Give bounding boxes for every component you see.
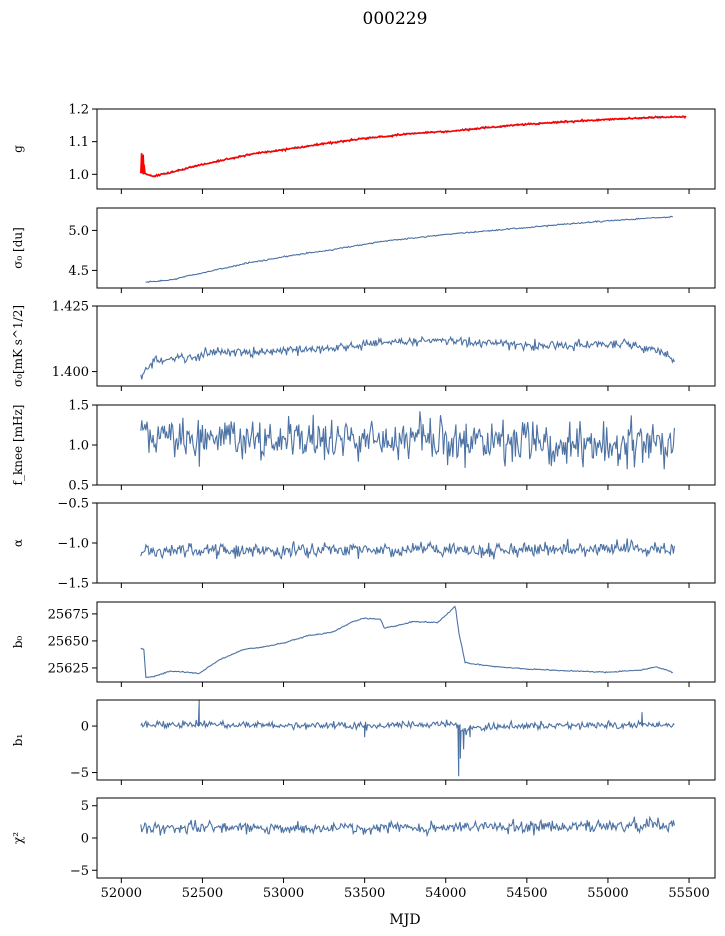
- x-tick-label: 52000: [101, 886, 142, 901]
- x-tick-label: 54000: [425, 886, 466, 901]
- panel-frame: [96, 108, 716, 190]
- x-tick-label: 52500: [182, 886, 223, 901]
- y-tick-label: 25650: [48, 634, 89, 649]
- y-tick-label: 5.0: [68, 224, 89, 239]
- x-tick-label: 53000: [263, 886, 304, 901]
- x-tick-label: 55000: [587, 886, 628, 901]
- y-tick-label: 25625: [48, 661, 89, 676]
- panel-sigma0_mks: 1.400 1.425 σ₀[mK s^1/2]: [11, 300, 716, 391]
- y-tick-label: −0.5: [57, 497, 89, 512]
- y-axis-label: g: [11, 145, 25, 153]
- series-line: [140, 115, 687, 178]
- panel-sigma0_du: 4.5 5.0 σ₀ [du]: [11, 207, 716, 293]
- series-line: [140, 700, 675, 777]
- y-tick-label: 1.5: [68, 399, 89, 414]
- x-tick-label: 53500: [344, 886, 385, 901]
- panel-frame: [96, 305, 716, 387]
- y-tick-label: 0: [81, 720, 89, 735]
- series-line: [140, 815, 675, 838]
- panel-g: 1.0 1.1 1.2 g: [11, 103, 716, 194]
- y-tick-label: 1.0: [68, 168, 89, 183]
- y-axis-label: f_knee [mHz]: [11, 405, 25, 486]
- y-axis-label: b₁: [11, 734, 25, 747]
- panel-b0: 25625 25650 25675 b₀: [11, 601, 716, 687]
- x-tick-label: 55500: [668, 886, 709, 901]
- series-line: [140, 335, 675, 380]
- y-tick-label: 1.0: [68, 439, 89, 454]
- series-line: [140, 114, 686, 178]
- y-axis-label: σ₀[mK s^1/2]: [11, 305, 25, 387]
- y-axis-label: b₀: [11, 636, 25, 649]
- series-line: [140, 538, 675, 560]
- panel-alpha: −1.5 −1.0 −0.5 α: [11, 497, 716, 592]
- series-line: [140, 411, 675, 470]
- panel-fknee: 0.5 1.0 1.5 f_knee [mHz]: [11, 399, 716, 494]
- y-tick-label: 1.1: [68, 135, 89, 150]
- y-axis-label: χ²: [11, 832, 25, 844]
- panel-b1: −5 0 b₁: [11, 699, 716, 785]
- y-tick-label: 1.400: [52, 365, 89, 380]
- panel-frame: [96, 797, 716, 879]
- y-tick-label: −1.0: [57, 537, 89, 552]
- y-tick-label: 5: [81, 799, 89, 814]
- y-tick-label: 0: [81, 832, 89, 847]
- y-axis-label: σ₀ [du]: [11, 227, 25, 269]
- series-line: [145, 215, 673, 284]
- y-tick-label: 1.425: [52, 300, 89, 315]
- y-tick-label: −1.5: [57, 577, 89, 592]
- y-axis-label: α: [11, 539, 25, 547]
- x-tick-label: 54500: [506, 886, 547, 901]
- x-axis-label: MJD: [389, 912, 420, 928]
- panel-frame: [96, 207, 716, 289]
- y-tick-label: 25675: [48, 607, 89, 622]
- panel-frame: [96, 404, 716, 486]
- y-tick-label: 1.2: [68, 103, 89, 118]
- y-tick-label: 0.5: [68, 479, 89, 494]
- series-line: [140, 605, 673, 679]
- y-tick-label: −5: [70, 864, 89, 879]
- panel-frame: [96, 601, 716, 683]
- panel-frame: [96, 699, 716, 781]
- y-tick-label: −5: [70, 766, 89, 781]
- y-tick-label: 4.5: [68, 264, 89, 279]
- figure-title: 000229: [363, 9, 428, 29]
- panel-chi2: −5 0 5 52000 52500 53000 53500 54000 54500 55000 5…: [11, 797, 716, 901]
- panel-frame: [96, 502, 716, 584]
